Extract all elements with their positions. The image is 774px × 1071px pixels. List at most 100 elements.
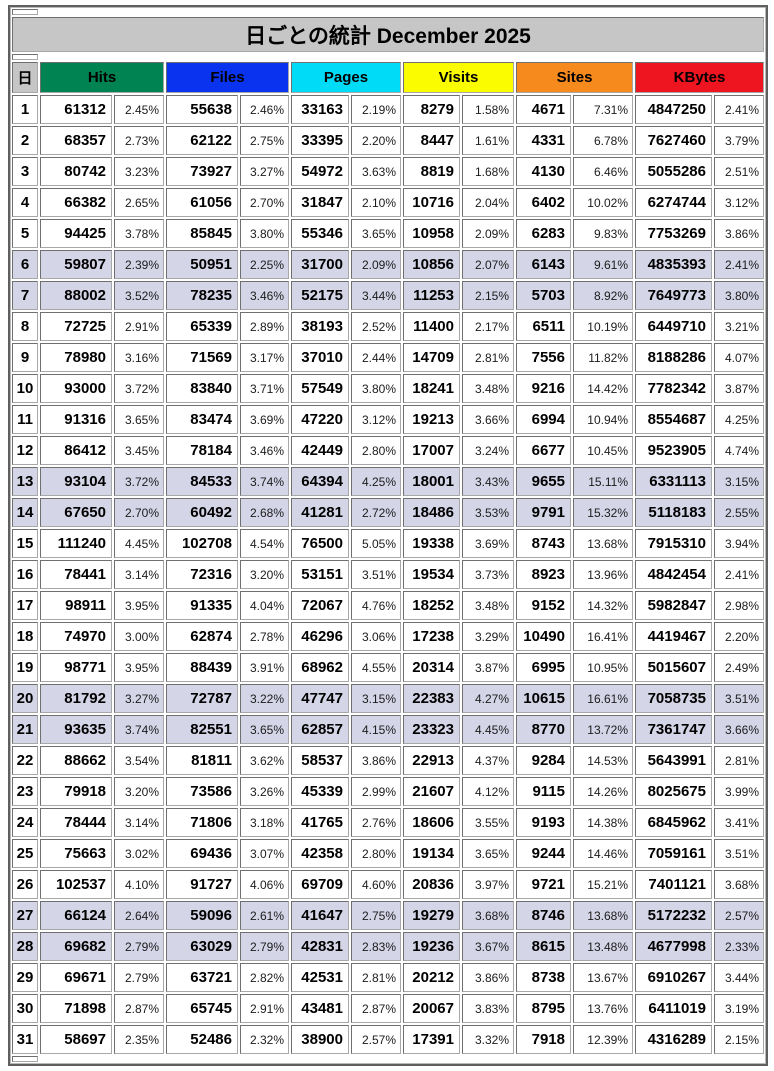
table-row: 17 98911 3.95% 91335 4.04% 72067 4.76% 18252 3.4… — [12, 591, 764, 620]
spacer-row — [12, 9, 764, 15]
percent-cell: 2.09% — [351, 250, 401, 279]
percent-cell: 3.24% — [462, 436, 514, 465]
day-cell: 19 — [12, 653, 38, 682]
percent-cell: 2.98% — [714, 591, 764, 620]
value-cell: 8819 — [403, 157, 460, 186]
value-cell: 63721 — [166, 963, 238, 992]
percent-cell: 3.80% — [351, 374, 401, 403]
percent-cell: 3.44% — [714, 963, 764, 992]
percent-cell: 13.96% — [573, 560, 633, 589]
percent-cell: 2.82% — [240, 963, 289, 992]
day-cell: 28 — [12, 932, 38, 961]
value-cell: 4835393 — [635, 250, 712, 279]
percent-cell: 3.41% — [714, 808, 764, 837]
day-cell: 14 — [12, 498, 38, 527]
value-cell: 14709 — [403, 343, 460, 372]
percent-cell: 2.75% — [240, 126, 289, 155]
percent-cell: 4.25% — [714, 405, 764, 434]
value-cell: 79918 — [40, 777, 112, 806]
percent-cell: 2.80% — [351, 839, 401, 868]
table-row: 23 79918 3.20% 73586 3.26% 45339 2.99% 21607 4.1… — [12, 777, 764, 806]
value-cell: 10490 — [516, 622, 571, 651]
value-cell: 55638 — [166, 95, 238, 124]
value-cell: 65745 — [166, 994, 238, 1023]
percent-cell: 3.86% — [351, 746, 401, 775]
percent-cell: 11.82% — [573, 343, 633, 372]
percent-cell: 3.46% — [240, 436, 289, 465]
day-cell: 6 — [12, 250, 38, 279]
percent-cell: 3.54% — [114, 746, 164, 775]
value-cell: 66124 — [40, 901, 112, 930]
percent-cell: 3.66% — [714, 715, 764, 744]
value-cell: 43481 — [291, 994, 349, 1023]
percent-cell: 2.57% — [714, 901, 764, 930]
percent-cell: 3.95% — [114, 591, 164, 620]
value-cell: 88002 — [40, 281, 112, 310]
value-cell: 33395 — [291, 126, 349, 155]
value-cell: 7556 — [516, 343, 571, 372]
value-cell: 5703 — [516, 281, 571, 310]
value-cell: 8188286 — [635, 343, 712, 372]
percent-cell: 3.65% — [462, 839, 514, 868]
value-cell: 4419467 — [635, 622, 712, 651]
value-cell: 8279 — [403, 95, 460, 124]
value-cell: 4331 — [516, 126, 571, 155]
value-cell: 6994 — [516, 405, 571, 434]
table-row: 16 78441 3.14% 72316 3.20% 53151 3.51% 19534 3.7… — [12, 560, 764, 589]
value-cell: 47220 — [291, 405, 349, 434]
value-cell: 7058735 — [635, 684, 712, 713]
percent-cell: 3.32% — [462, 1025, 514, 1054]
value-cell: 69709 — [291, 870, 349, 899]
percent-cell: 7.31% — [573, 95, 633, 124]
table-row: 26 102537 4.10% 91727 4.06% 69709 4.60% 20836 3.… — [12, 870, 764, 899]
value-cell: 52175 — [291, 281, 349, 310]
value-cell: 69671 — [40, 963, 112, 992]
day-cell: 1 — [12, 95, 38, 124]
table-row: 12 86412 3.45% 78184 3.46% 42449 2.80% 17007 3.2… — [12, 436, 764, 465]
percent-cell: 2.41% — [714, 560, 764, 589]
value-cell: 31847 — [291, 188, 349, 217]
page-title: 日ごとの統計 December 2025 — [12, 17, 764, 52]
value-cell: 19134 — [403, 839, 460, 868]
value-cell: 37010 — [291, 343, 349, 372]
value-cell: 6910267 — [635, 963, 712, 992]
percent-cell: 13.72% — [573, 715, 633, 744]
value-cell: 17391 — [403, 1025, 460, 1054]
percent-cell: 1.58% — [462, 95, 514, 124]
table-row: 18 74970 3.00% 62874 2.78% 46296 3.06% 17238 3.2… — [12, 622, 764, 651]
percent-cell: 2.72% — [351, 498, 401, 527]
table-row: 15 111240 4.45% 102708 4.54% 76500 5.05% 19338 3… — [12, 529, 764, 558]
value-cell: 73927 — [166, 157, 238, 186]
value-cell: 47747 — [291, 684, 349, 713]
percent-cell: 15.11% — [573, 467, 633, 496]
table-row: 11 91316 3.65% 83474 3.69% 47220 3.12% 19213 3.6… — [12, 405, 764, 434]
percent-cell: 3.69% — [462, 529, 514, 558]
kbytes-column-header: KBytes — [635, 62, 764, 93]
value-cell: 19338 — [403, 529, 460, 558]
value-cell: 58697 — [40, 1025, 112, 1054]
percent-cell: 3.97% — [462, 870, 514, 899]
day-cell: 2 — [12, 126, 38, 155]
percent-cell: 3.22% — [240, 684, 289, 713]
percent-cell: 4.74% — [714, 436, 764, 465]
value-cell: 65339 — [166, 312, 238, 341]
percent-cell: 3.51% — [714, 839, 764, 868]
percent-cell: 3.74% — [114, 715, 164, 744]
value-cell: 93000 — [40, 374, 112, 403]
percent-cell: 14.42% — [573, 374, 633, 403]
value-cell: 78980 — [40, 343, 112, 372]
value-cell: 5118183 — [635, 498, 712, 527]
value-cell: 64394 — [291, 467, 349, 496]
value-cell: 9193 — [516, 808, 571, 837]
percent-cell: 2.75% — [351, 901, 401, 930]
value-cell: 91727 — [166, 870, 238, 899]
title-row: 日ごとの統計 December 2025 — [12, 17, 764, 52]
value-cell: 41647 — [291, 901, 349, 930]
day-cell: 22 — [12, 746, 38, 775]
day-cell: 27 — [12, 901, 38, 930]
percent-cell: 10.45% — [573, 436, 633, 465]
value-cell: 86412 — [40, 436, 112, 465]
value-cell: 102708 — [166, 529, 238, 558]
percent-cell: 2.79% — [114, 963, 164, 992]
value-cell: 78235 — [166, 281, 238, 310]
